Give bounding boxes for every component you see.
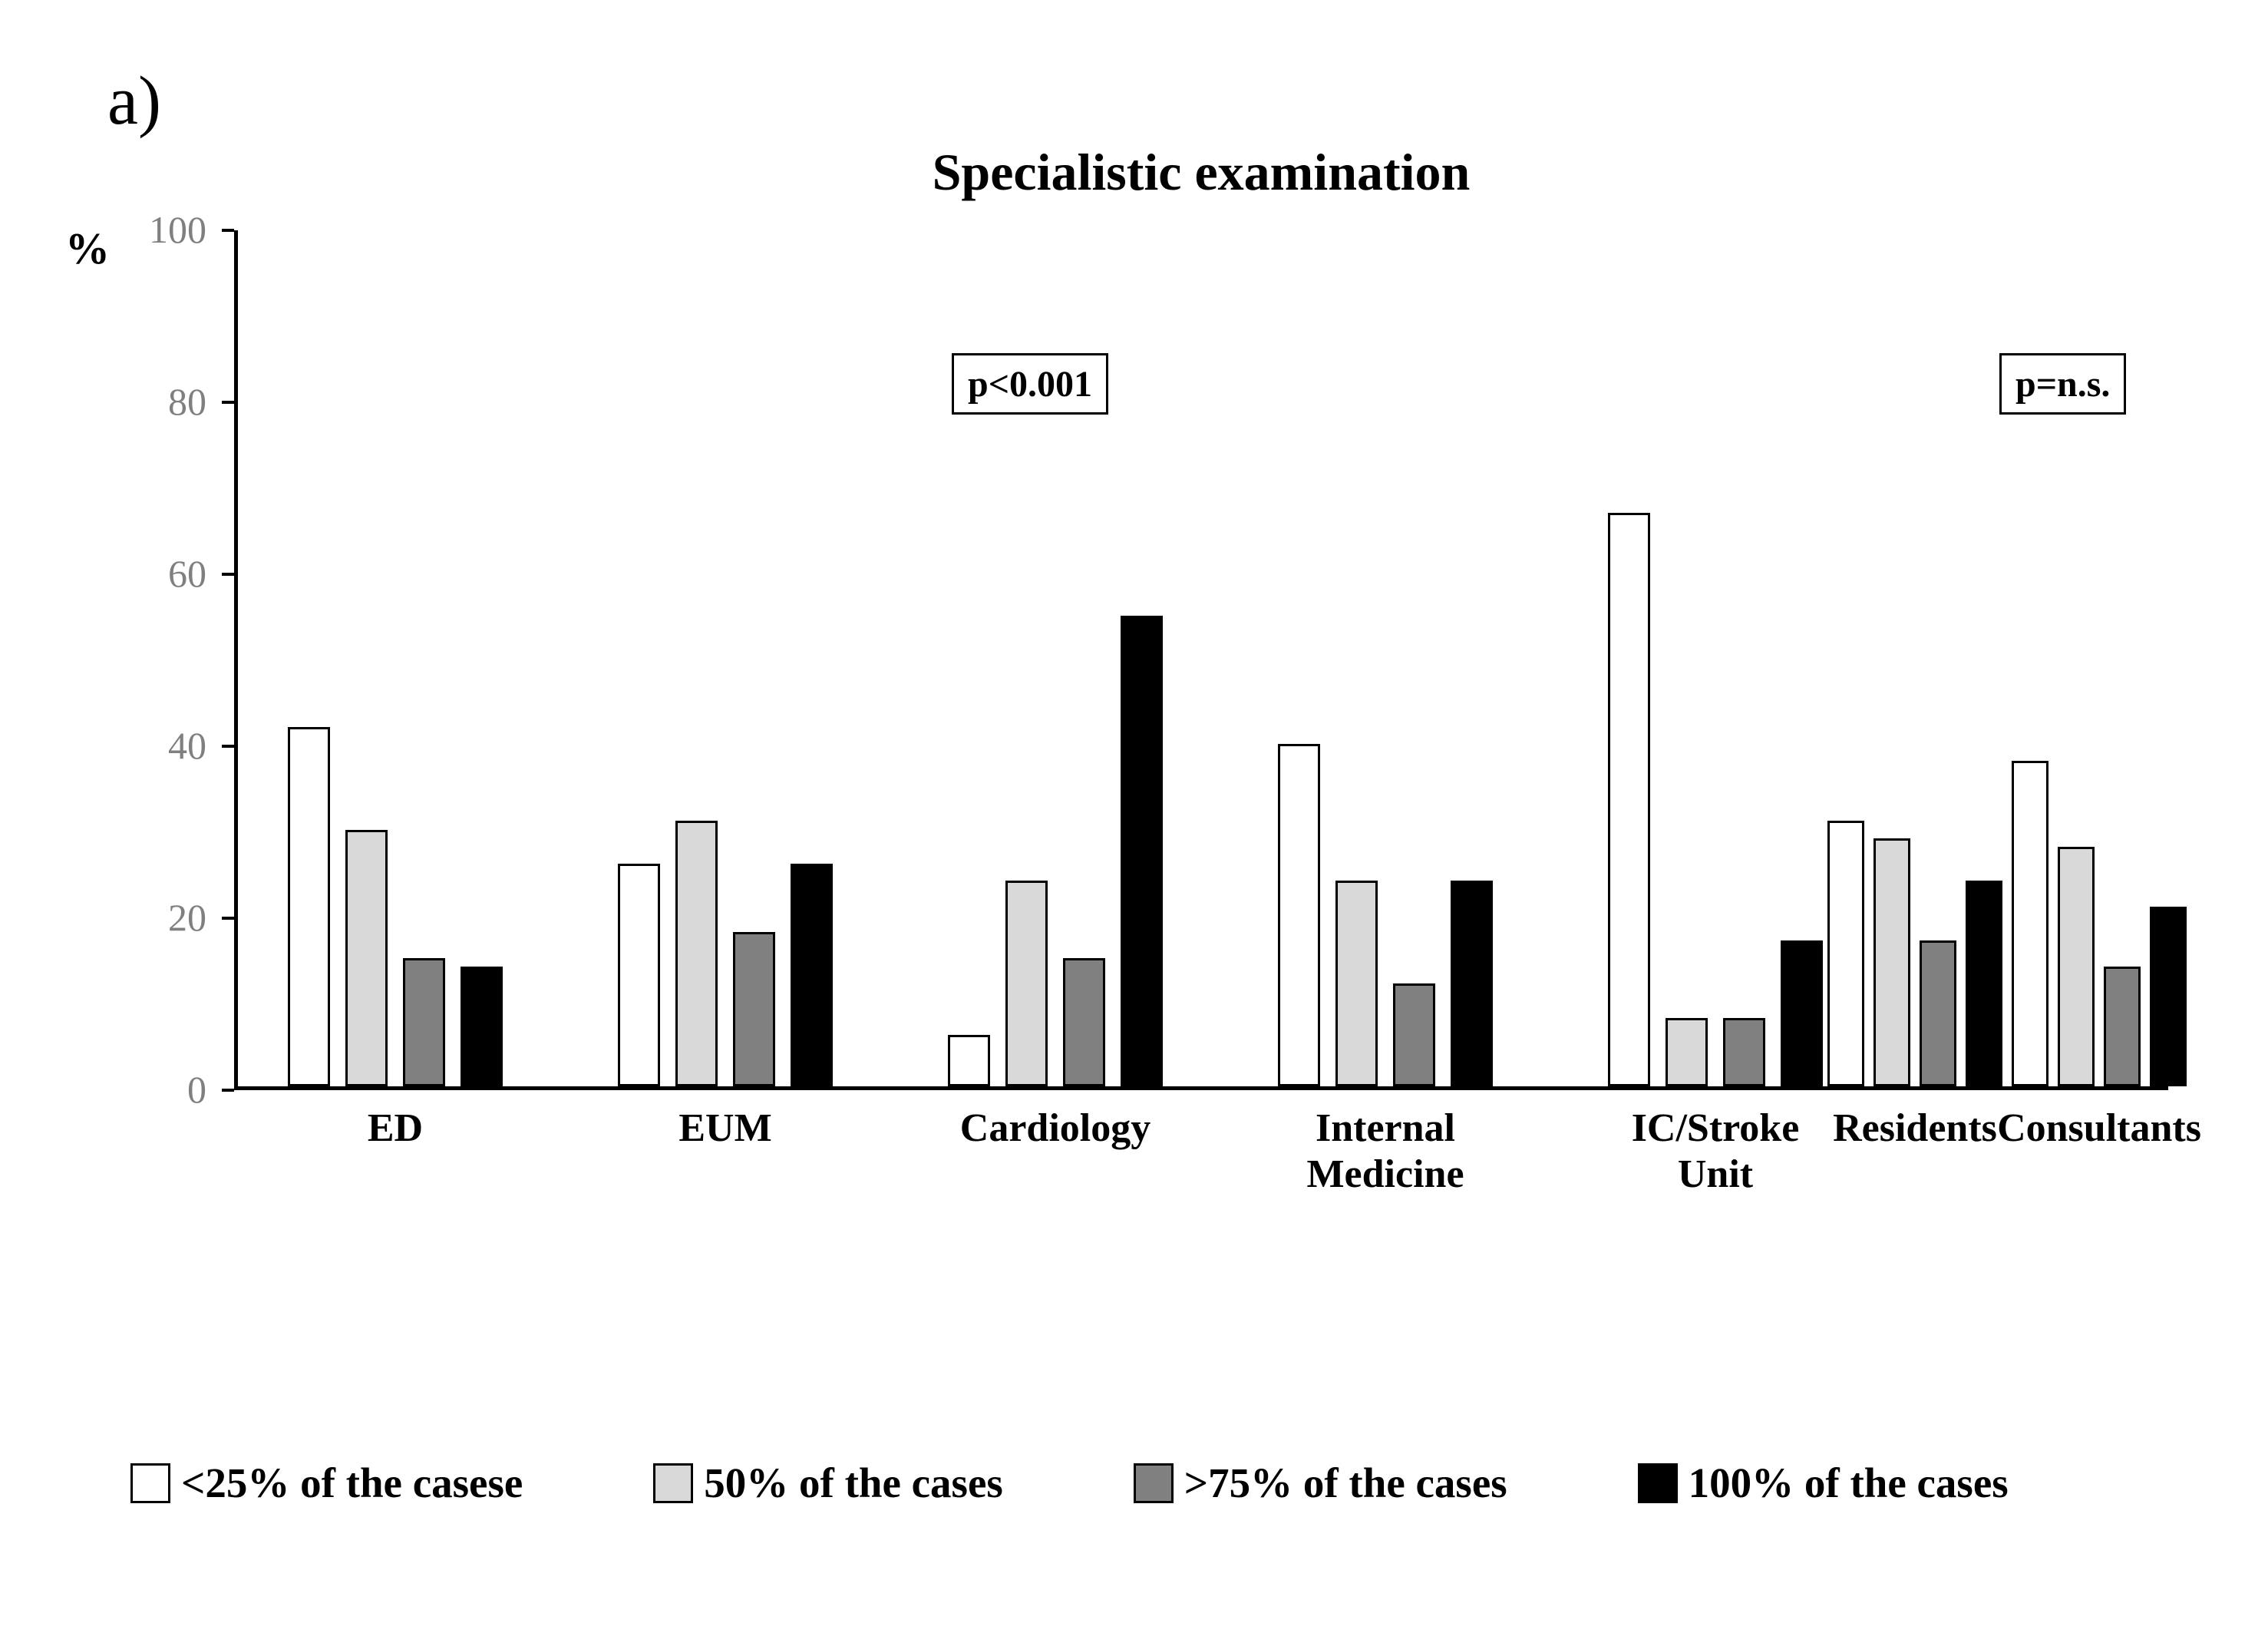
bar — [1063, 958, 1105, 1086]
ytick-mark — [222, 229, 234, 232]
legend-item: <25% of the casese — [130, 1459, 523, 1507]
bar — [2104, 967, 2141, 1086]
bar — [1121, 616, 1163, 1086]
annotation-box: p<0.001 — [952, 353, 1108, 415]
bar — [1393, 983, 1435, 1086]
legend: <25% of the casese 50% of the cases >75% o… — [130, 1459, 2009, 1507]
ytick-label: 0 — [122, 1067, 206, 1112]
ytick-label: 40 — [122, 723, 206, 768]
legend-item: 100% of the cases — [1638, 1459, 2009, 1507]
ytick-mark — [222, 917, 234, 920]
bar — [1666, 1018, 1708, 1086]
bar — [2012, 761, 2048, 1086]
bar — [461, 967, 503, 1086]
chart-title: Specialistic examination — [234, 142, 2168, 203]
plot-area: 020406080100EDEUMCardiologyInternalMedic… — [234, 230, 2168, 1090]
x-category-label: ED — [272, 1106, 518, 1152]
legend-swatch — [653, 1463, 693, 1503]
bar — [948, 1035, 990, 1086]
bar — [675, 821, 718, 1086]
bar — [288, 727, 330, 1086]
bar — [2058, 847, 2095, 1086]
ytick-mark — [222, 745, 234, 748]
x-category-label: InternalMedicine — [1263, 1106, 1508, 1198]
ytick-label: 60 — [122, 551, 206, 596]
legend-swatch — [130, 1463, 170, 1503]
bar — [1278, 744, 1320, 1086]
bar — [1723, 1018, 1765, 1086]
ytick-mark — [222, 573, 234, 576]
ytick-label: 80 — [122, 379, 206, 424]
legend-item: >75% of the cases — [1134, 1459, 1507, 1507]
legend-item: 50% of the cases — [653, 1459, 1003, 1507]
ytick-mark — [222, 401, 234, 404]
bar — [345, 830, 388, 1087]
legend-label: >75% of the cases — [1184, 1459, 1507, 1507]
ytick-label: 20 — [122, 895, 206, 940]
y-axis-unit-label: % — [65, 223, 110, 274]
bar — [403, 958, 445, 1086]
legend-label: <25% of the casese — [181, 1459, 523, 1507]
x-axis — [234, 1086, 2168, 1090]
bar — [2150, 907, 2187, 1086]
bar — [1781, 940, 1823, 1086]
x-category-label: EUM — [602, 1106, 848, 1152]
legend-swatch — [1638, 1463, 1678, 1503]
legend-label: 50% of the cases — [704, 1459, 1003, 1507]
bar — [1335, 881, 1378, 1086]
ytick-mark — [222, 1089, 234, 1092]
bar — [1005, 881, 1048, 1086]
bar — [1608, 513, 1650, 1086]
annotation-box: p=n.s. — [1999, 353, 2126, 415]
bar — [1920, 940, 1956, 1086]
bar — [1827, 821, 1864, 1086]
bar — [791, 864, 833, 1086]
panel-label: a) — [107, 61, 161, 140]
figure-panel: a) Specialistic examination % 0204060801… — [0, 0, 2268, 1646]
x-category-label: Consultants — [1976, 1106, 2222, 1152]
bar — [1966, 881, 2002, 1086]
bar — [618, 864, 660, 1086]
ytick-label: 100 — [122, 207, 206, 252]
bar — [1873, 838, 1910, 1086]
legend-label: 100% of the cases — [1689, 1459, 2009, 1507]
legend-swatch — [1134, 1463, 1174, 1503]
bar — [733, 932, 775, 1086]
x-category-label: Cardiology — [933, 1106, 1178, 1152]
y-axis — [234, 230, 238, 1090]
bar — [1451, 881, 1493, 1086]
